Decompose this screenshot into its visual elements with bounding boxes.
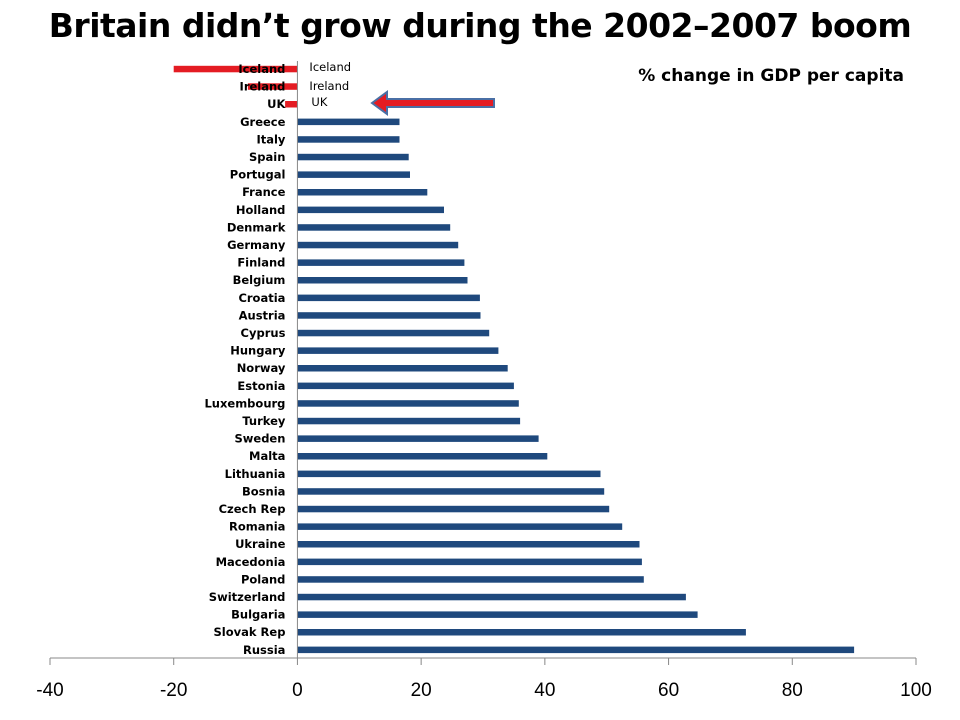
- category-label-holland: Holland: [236, 203, 286, 217]
- x-tick-label: -20: [160, 680, 187, 701]
- category-label-italy: Italy: [256, 132, 285, 146]
- x-tick-label: 100: [900, 680, 932, 701]
- bar-bosnia: [297, 488, 605, 495]
- bar-norway: [297, 365, 508, 372]
- category-label-poland: Poland: [241, 572, 285, 586]
- category-label-ukraine: Ukraine: [235, 537, 286, 551]
- bar-turkey: [297, 417, 521, 425]
- bar-russia: [297, 646, 855, 654]
- chart-title: Britain didn’t grow during the 2002–2007…: [48, 6, 912, 45]
- bar-estonia: [297, 382, 514, 390]
- uk-arrow-icon: [370, 90, 495, 116]
- category-label-turkey: Turkey: [242, 414, 286, 428]
- category-label-belgium: Belgium: [233, 273, 286, 287]
- category-label-uk: UK: [267, 97, 286, 111]
- category-label-iceland: Iceland: [238, 62, 285, 76]
- category-label-cyprus: Cyprus: [241, 326, 286, 340]
- category-label-malta: Malta: [249, 449, 285, 463]
- bar-portugal: [297, 171, 410, 178]
- category-label-switzerland: Switzerland: [209, 590, 286, 604]
- category-label-slovak-rep: Slovak Rep: [214, 625, 286, 639]
- category-label-austria: Austria: [239, 308, 286, 322]
- x-tick-label: 0: [292, 680, 303, 701]
- category-label-lithuania: Lithuania: [225, 467, 286, 481]
- bar-sweden: [297, 435, 539, 442]
- category-label-greece: Greece: [240, 115, 286, 129]
- bar-poland: [297, 576, 644, 583]
- bar-greece: [297, 118, 400, 126]
- chart-subtitle: % change in GDP per capita: [638, 66, 904, 86]
- annotation-iceland: Iceland: [309, 60, 351, 74]
- category-label-germany: Germany: [227, 238, 286, 252]
- category-label-russia: Russia: [243, 643, 285, 657]
- category-label-spain: Spain: [249, 150, 285, 164]
- category-label-czech-rep: Czech Rep: [219, 502, 286, 516]
- category-label-portugal: Portugal: [230, 168, 286, 182]
- category-label-sweden: Sweden: [234, 432, 285, 446]
- category-label-bosnia: Bosnia: [242, 484, 285, 498]
- bar-germany: [297, 241, 459, 249]
- bar-iceland: [173, 65, 298, 73]
- bar-luxembourg: [297, 400, 519, 407]
- category-label-romania: Romania: [229, 520, 285, 534]
- bar-denmark: [297, 224, 451, 231]
- bar-ukraine: [297, 541, 640, 548]
- category-label-macedonia: Macedonia: [216, 555, 286, 569]
- x-tick-label: 60: [658, 680, 679, 701]
- category-label-france: France: [242, 185, 286, 199]
- bar-slovak-rep: [297, 629, 746, 636]
- bar-hungary: [297, 347, 499, 354]
- bar-switzerland: [297, 593, 686, 601]
- bar-bulgaria: [297, 611, 698, 618]
- category-label-norway: Norway: [237, 361, 286, 375]
- bar-ireland: [247, 83, 298, 90]
- bar-holland: [297, 206, 444, 214]
- category-label-denmark: Denmark: [227, 220, 286, 234]
- category-label-hungary: Hungary: [230, 344, 286, 358]
- x-tick-label: 80: [782, 680, 803, 701]
- annotation-ireland: Ireland: [309, 79, 349, 93]
- category-label-luxembourg: Luxembourg: [204, 396, 285, 410]
- bar-finland: [297, 259, 465, 266]
- bar-belgium: [297, 277, 468, 284]
- bar-malta: [297, 453, 548, 460]
- bar-macedonia: [297, 558, 642, 566]
- bar-spain: [297, 153, 409, 161]
- bar-austria: [297, 312, 481, 319]
- bar-france: [297, 189, 428, 196]
- x-tick-label: -40: [36, 680, 63, 701]
- x-tick-label: 40: [534, 680, 555, 701]
- bar-cyprus: [297, 329, 490, 337]
- bar-croatia: [297, 294, 480, 302]
- x-tick-label: 20: [411, 680, 432, 701]
- category-label-croatia: Croatia: [238, 291, 285, 305]
- category-label-estonia: Estonia: [237, 379, 285, 393]
- bar-uk: [285, 101, 298, 108]
- bar-czech-rep: [297, 505, 610, 513]
- bar-romania: [297, 523, 623, 530]
- bar-italy: [297, 136, 400, 143]
- category-label-bulgaria: Bulgaria: [231, 608, 285, 622]
- category-label-ireland: Ireland: [240, 80, 286, 94]
- bar-lithuania: [297, 470, 601, 478]
- category-label-finland: Finland: [237, 256, 285, 270]
- annotation-uk: UK: [311, 95, 327, 109]
